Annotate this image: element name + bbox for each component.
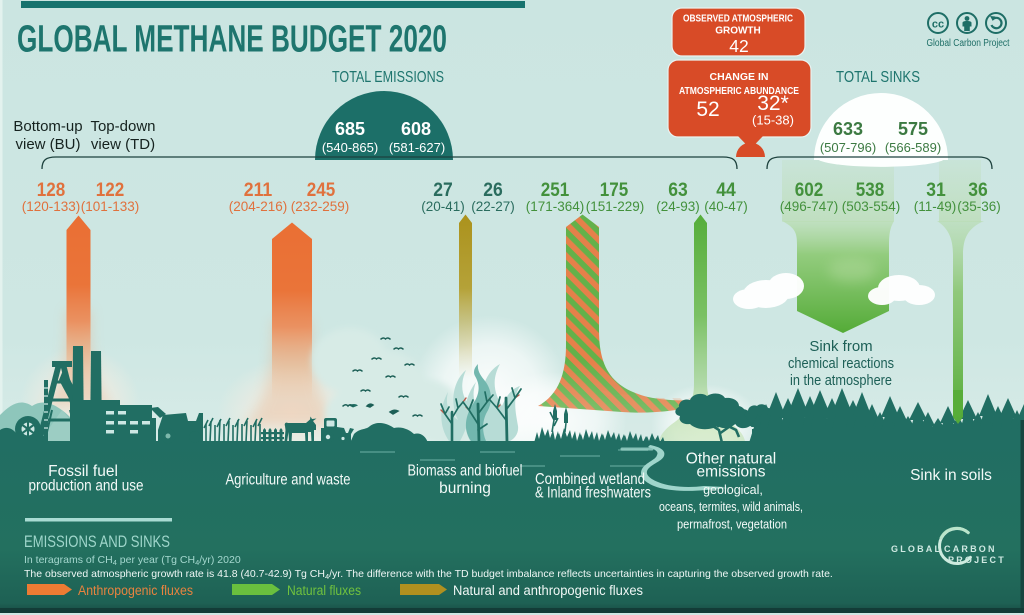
svg-text:GLOBAL: GLOBAL xyxy=(891,544,942,554)
svg-text:& Inland freshwaters: & Inland freshwaters xyxy=(535,485,651,502)
svg-text:(171-364): (171-364) xyxy=(526,199,585,214)
svg-text:Top-down: Top-down xyxy=(90,118,155,135)
svg-text:(503-554): (503-554) xyxy=(842,199,901,214)
svg-text:TOTAL EMISSIONS: TOTAL EMISSIONS xyxy=(332,69,444,86)
svg-text:The observed atmospheric growt: The observed atmospheric growth rate is … xyxy=(24,568,833,581)
svg-text:view (TD): view (TD) xyxy=(91,136,155,153)
svg-text:211: 211 xyxy=(244,179,273,201)
svg-text:31: 31 xyxy=(926,179,946,201)
svg-text:Biomass and biofuel: Biomass and biofuel xyxy=(408,463,523,480)
svg-text:(540-865): (540-865) xyxy=(322,140,378,155)
svg-text:Natural fluxes: Natural fluxes xyxy=(287,583,361,598)
svg-text:538: 538 xyxy=(856,179,885,201)
svg-text:TOTAL SINKS: TOTAL SINKS xyxy=(836,69,920,86)
svg-text:633: 633 xyxy=(833,119,863,139)
svg-text:Combined wetland: Combined wetland xyxy=(535,471,645,488)
svg-text:44: 44 xyxy=(716,179,736,201)
svg-text:(581-627): (581-627) xyxy=(389,140,445,155)
svg-text:emissions: emissions xyxy=(697,464,766,481)
svg-text:(204-216): (204-216) xyxy=(229,199,288,214)
svg-text:63: 63 xyxy=(668,179,688,201)
svg-text:685: 685 xyxy=(335,119,365,139)
svg-text:burning: burning xyxy=(439,480,491,497)
svg-text:(22-27): (22-27) xyxy=(471,199,515,214)
svg-text:36: 36 xyxy=(968,179,988,201)
svg-text:In teragrams of CH4 per year (: In teragrams of CH4 per year (Tg CH4/yr)… xyxy=(24,554,241,567)
svg-text:in the atmosphere: in the atmosphere xyxy=(790,372,892,389)
svg-text:Fossil fuel: Fossil fuel xyxy=(48,463,118,480)
svg-text:(15-38): (15-38) xyxy=(752,113,794,128)
svg-text:(120-133): (120-133) xyxy=(22,199,81,214)
svg-text:32*: 32* xyxy=(757,92,789,115)
svg-text:Bottom-up: Bottom-up xyxy=(13,118,82,135)
svg-text:Global Carbon Project: Global Carbon Project xyxy=(927,38,1010,49)
svg-text:Other natural: Other natural xyxy=(686,451,776,468)
svg-text:Agriculture and waste: Agriculture and waste xyxy=(226,472,351,489)
svg-text:175: 175 xyxy=(600,179,629,201)
svg-text:27: 27 xyxy=(433,179,453,201)
svg-text:575: 575 xyxy=(898,119,928,139)
svg-text:(566-589): (566-589) xyxy=(885,140,941,155)
svg-text:EMISSIONS AND SINKS: EMISSIONS AND SINKS xyxy=(24,532,170,551)
svg-text:geological,: geological, xyxy=(703,483,763,497)
svg-text:(232-259): (232-259) xyxy=(291,199,350,214)
svg-text:(40-47): (40-47) xyxy=(704,199,748,214)
svg-text:608: 608 xyxy=(401,119,431,139)
svg-text:PROJECT: PROJECT xyxy=(948,555,1006,565)
svg-text:(11-49): (11-49) xyxy=(914,199,957,214)
svg-text:26: 26 xyxy=(483,179,503,201)
svg-text:Natural and anthropogenic flu: Natural and anthropogenic fluxes xyxy=(453,583,643,598)
svg-text:GROWTH: GROWTH xyxy=(715,26,761,37)
svg-text:permafrost, vegetation: permafrost, vegetation xyxy=(677,518,787,532)
svg-text:(101-133): (101-133) xyxy=(81,199,140,214)
svg-text:42: 42 xyxy=(729,36,748,56)
svg-text:(507-796): (507-796) xyxy=(820,140,876,155)
svg-text:CHANGE IN: CHANGE IN xyxy=(710,71,769,83)
svg-text:(24-93): (24-93) xyxy=(656,199,700,214)
svg-text:ATMOSPHERIC ABUNDANCE: ATMOSPHERIC ABUNDANCE xyxy=(679,85,799,97)
svg-text:245: 245 xyxy=(307,179,336,201)
svg-text:chemical reactions: chemical reactions xyxy=(788,355,894,372)
svg-text:OBSERVED ATMOSPHERIC: OBSERVED ATMOSPHERIC xyxy=(683,14,793,25)
svg-text:Sink in soils: Sink in soils xyxy=(910,467,992,484)
svg-text:128: 128 xyxy=(37,179,66,201)
svg-text:52: 52 xyxy=(696,98,719,121)
svg-text:GLOBAL METHANE BUDGET 2020: GLOBAL METHANE BUDGET 2020 xyxy=(17,19,447,61)
svg-text:cc: cc xyxy=(932,19,944,31)
svg-text:(20-41): (20-41) xyxy=(421,199,465,214)
svg-text:production and use: production and use xyxy=(29,478,144,495)
svg-text:(151-229): (151-229) xyxy=(586,199,645,214)
svg-text:CARBON: CARBON xyxy=(944,544,997,554)
svg-text:Sink from: Sink from xyxy=(809,338,872,355)
svg-text:602: 602 xyxy=(795,179,824,201)
svg-text:(496-747): (496-747) xyxy=(780,199,839,214)
svg-text:122: 122 xyxy=(96,179,125,201)
svg-text:Anthropogenic fluxes: Anthropogenic fluxes xyxy=(78,583,193,598)
svg-text:(35-36): (35-36) xyxy=(957,199,1001,214)
svg-text:oceans, termites, wild animals: oceans, termites, wild animals, xyxy=(659,500,803,514)
svg-text:view (BU): view (BU) xyxy=(15,136,80,153)
svg-text:251: 251 xyxy=(541,179,570,201)
